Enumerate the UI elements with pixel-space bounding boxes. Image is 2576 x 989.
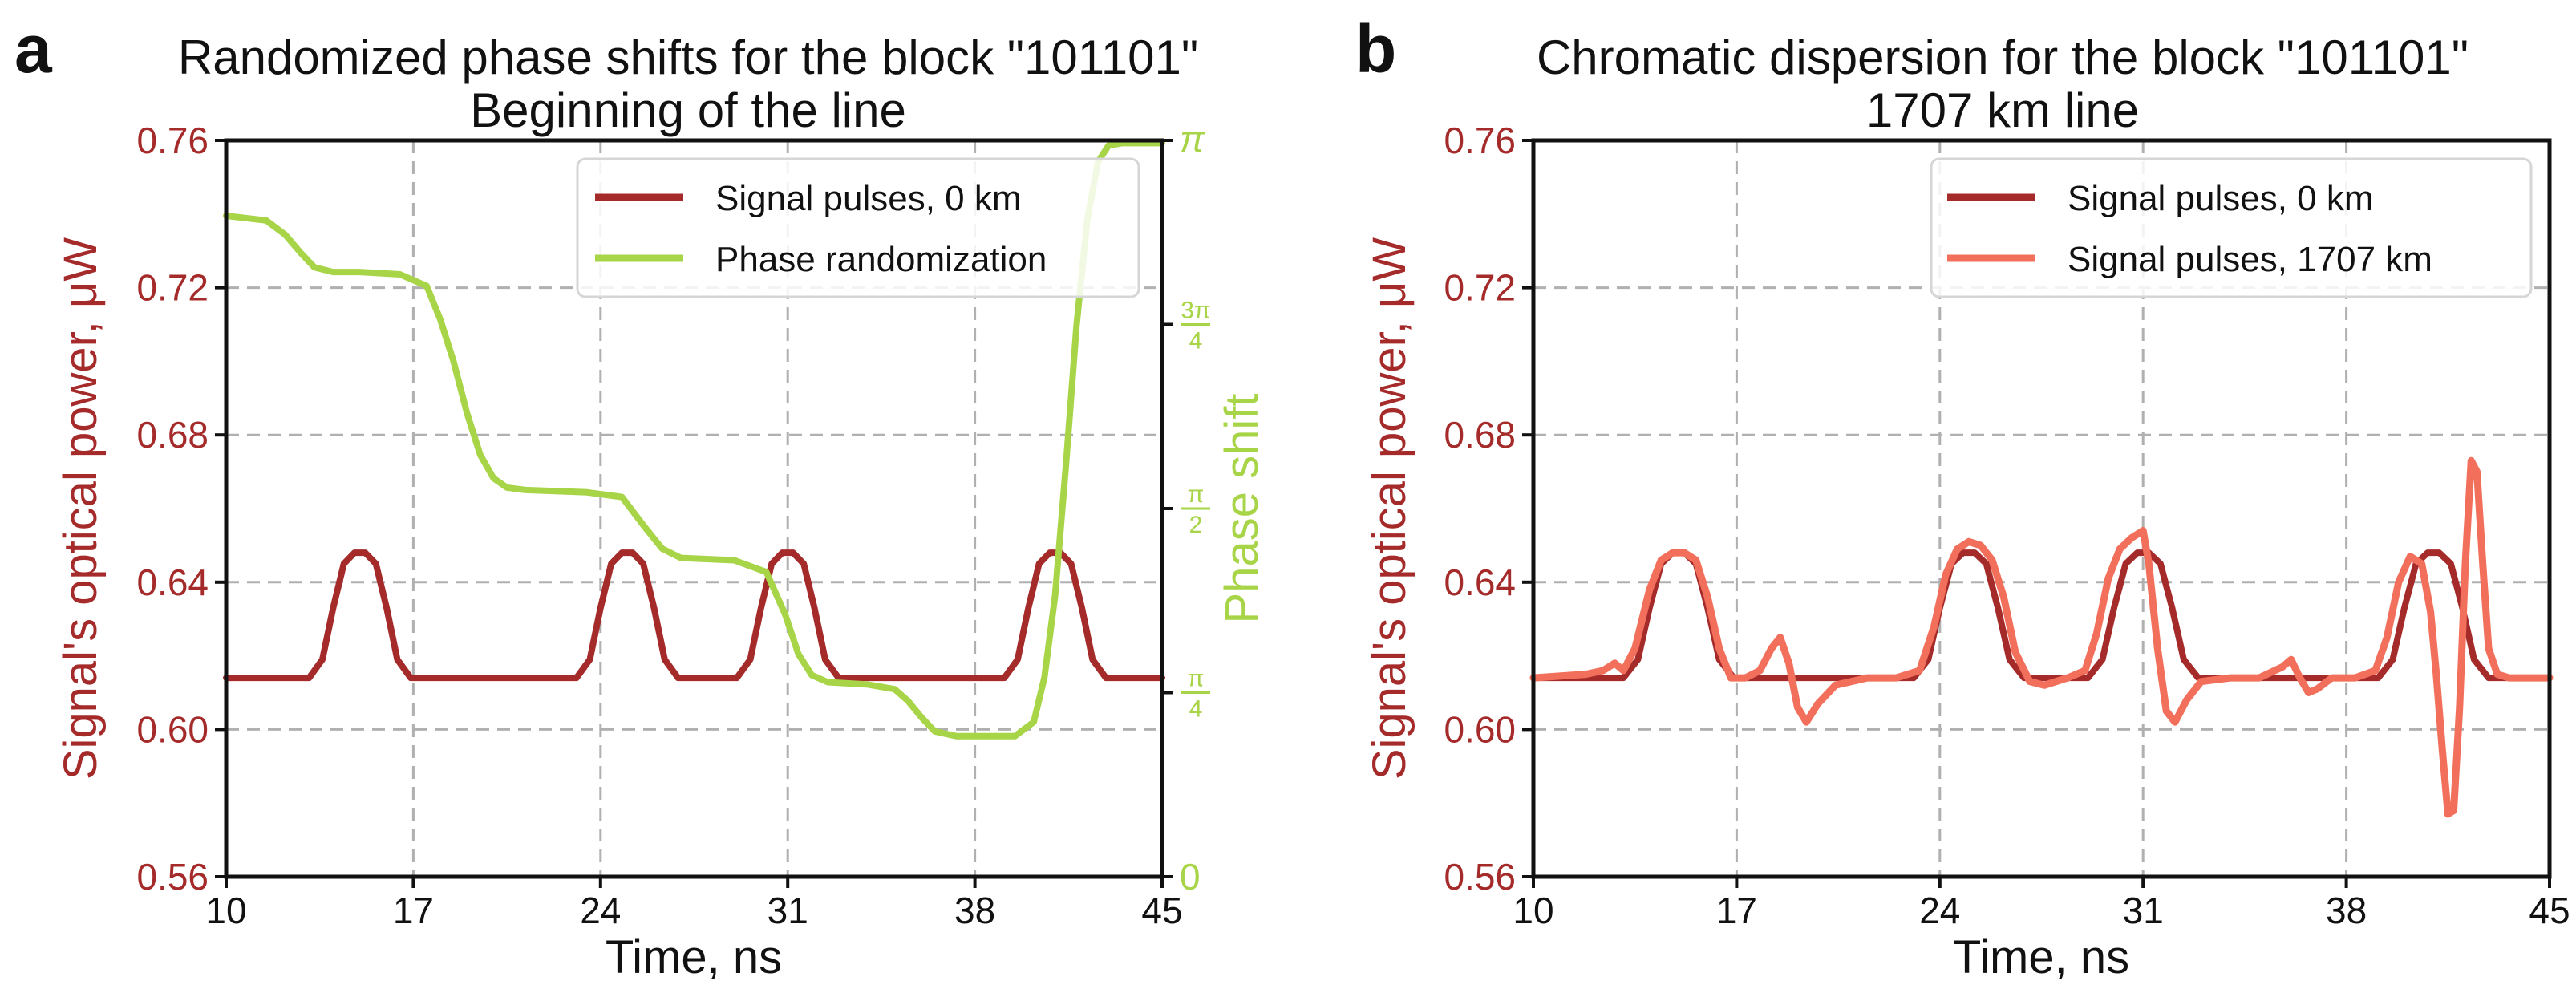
panel-b-legend-label-0km: Signal pulses, 0 km	[2068, 179, 2374, 218]
panel-a-legend-label-phase: Phase randomization	[715, 240, 1047, 279]
y-tick-label: 0.72	[1444, 267, 1516, 309]
y-tick-label: 0.68	[1444, 414, 1516, 456]
panel-a-series	[223, 140, 1165, 740]
x-tick-label: 17	[1716, 890, 1757, 931]
y-tick-label: 0.76	[1444, 120, 1516, 161]
panel-b-x-ticks: 10 17 24 31 38 45	[1513, 877, 2570, 931]
panel-b-y-label: Signal's optical power, μW	[1363, 237, 1416, 780]
panel-b-legend: Signal pulses, 0 km Signal pulses, 1707 …	[1930, 157, 2533, 298]
series-line-signal-pulses-0-km	[223, 549, 1165, 682]
panel-a-legend-box	[576, 157, 1140, 298]
right-tick-label: 0	[1180, 856, 1201, 898]
y-tick-label: 0.60	[1444, 708, 1516, 750]
panel-a-y-label: Signal's optical power, μW	[55, 237, 107, 780]
x-tick-label: 24	[1919, 890, 1960, 931]
right-tick-numerator: π	[1188, 481, 1205, 508]
x-tick-label: 45	[2529, 890, 2570, 931]
x-tick-label: 17	[393, 890, 434, 931]
y-tick-label: 0.56	[1444, 856, 1516, 898]
y-tick-label: 0.64	[1444, 561, 1516, 603]
panel-a-title-line2: Beginning of the line	[470, 83, 906, 137]
panel-a-legend-label-signal: Signal pulses, 0 km	[715, 179, 1022, 218]
panel-a-y-ticks: 0.56 0.60 0.64 0.68 0.72 0.76	[136, 120, 226, 898]
series-line-phase-randomization	[223, 140, 1165, 740]
panel-b: b Chromatic dispersion for the block "10…	[1355, 11, 2570, 983]
right-tick-denominator: 2	[1189, 512, 1203, 538]
right-tick-label: π	[1180, 118, 1205, 160]
right-tick-numerator: 3π	[1181, 298, 1210, 324]
x-tick-label: 31	[768, 890, 808, 931]
panel-b-title-line1: Chromatic dispersion for the block "1011…	[1537, 30, 2469, 84]
panel-b-frame	[1531, 138, 2552, 879]
right-tick-denominator: 4	[1189, 328, 1203, 355]
y-tick-label: 0.56	[136, 856, 209, 898]
x-tick-label: 45	[1141, 890, 1182, 931]
panel-b-title-line2: 1707 km line	[1866, 83, 2139, 137]
panel-a-x-ticks: 10 17 24 31 38 45	[205, 877, 1183, 931]
panel-b-legend-label-1707km: Signal pulses, 1707 km	[2068, 240, 2432, 279]
y-tick-label: 0.60	[136, 708, 209, 750]
panel-a-title-line1: Randomized phase shifts for the block "1…	[178, 30, 1198, 84]
panel-b-letter: b	[1355, 11, 1396, 87]
y-tick-label: 0.76	[136, 120, 209, 161]
x-tick-label: 24	[580, 890, 621, 931]
right-tick-denominator: 4	[1189, 696, 1203, 723]
y-tick-label: 0.64	[136, 561, 209, 603]
x-tick-label: 31	[2123, 890, 2164, 931]
y-tick-label: 0.72	[136, 267, 209, 309]
right-tick-numerator: π	[1188, 666, 1205, 692]
panel-b-x-label: Time, ns	[1953, 931, 2129, 983]
x-tick-label: 38	[2326, 890, 2367, 931]
series-line-signal-pulses-0-km	[1530, 549, 2553, 682]
x-tick-label: 38	[954, 890, 995, 931]
panel-a-letter: a	[14, 11, 53, 87]
x-tick-label: 10	[1513, 890, 1553, 931]
panel-a-x-label: Time, ns	[606, 931, 782, 983]
panel-b-y-ticks: 0.56 0.60 0.64 0.68 0.72 0.76	[1444, 120, 1533, 898]
panel-b-series	[1529, 456, 2554, 818]
series-line-signal-pulses-1707-km	[1529, 456, 2554, 818]
panel-a-right-ticks: 0 π 4 π 2 3π 4 π	[1162, 118, 1211, 898]
panel-a-right-y-label: Phase shift	[1216, 394, 1268, 624]
panel-a-legend: Signal pulses, 0 km Phase randomization	[576, 157, 1140, 298]
y-tick-label: 0.68	[136, 414, 209, 456]
x-tick-label: 10	[205, 890, 246, 931]
panel-a: a Randomized phase shifts for the block …	[14, 11, 1268, 983]
panel-b-legend-box	[1930, 157, 2533, 298]
